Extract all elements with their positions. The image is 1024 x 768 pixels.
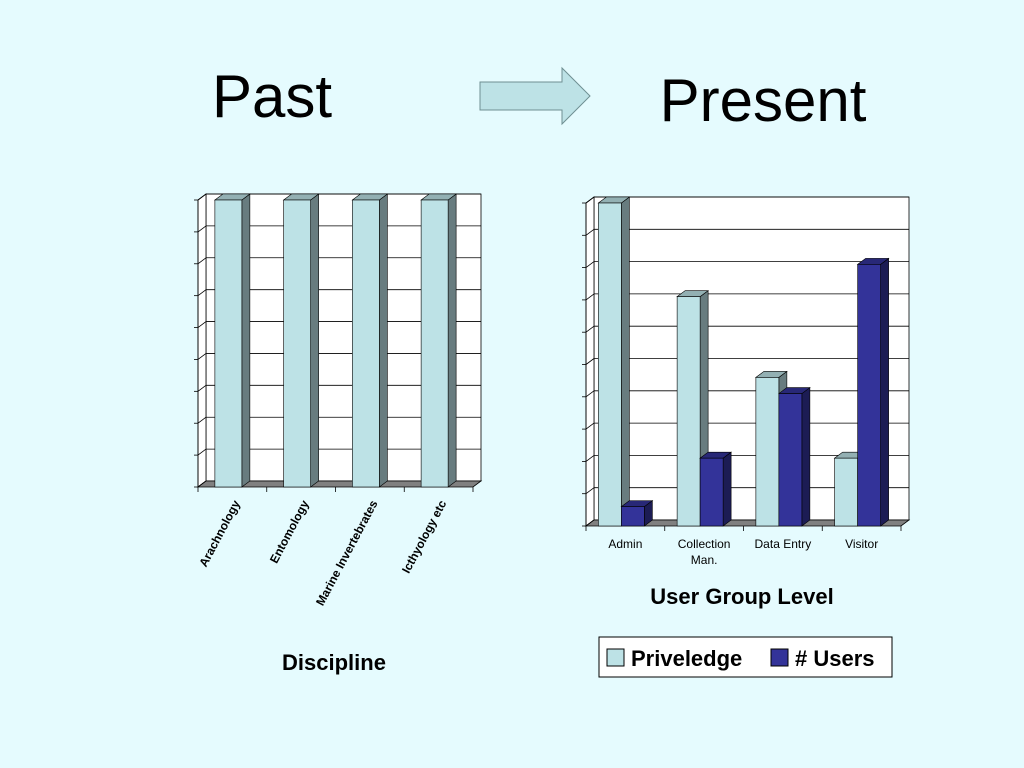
left-heading: Past bbox=[212, 63, 332, 130]
gridline-side bbox=[585, 325, 595, 333]
legend-swatch-priveledge bbox=[606, 648, 625, 667]
bar-s1 bbox=[420, 199, 449, 488]
present-x-axis-label: User Group Level bbox=[650, 584, 833, 609]
bar-s2-side bbox=[722, 451, 732, 527]
x-tick-label: Visitor bbox=[845, 537, 878, 551]
x-tick-label: Entomology bbox=[267, 498, 312, 566]
right-heading: Present bbox=[660, 67, 867, 134]
bar-s2-side bbox=[801, 386, 811, 527]
right-arrow-icon bbox=[479, 66, 591, 126]
bar-s1 bbox=[352, 199, 380, 488]
bar-s2 bbox=[621, 506, 645, 527]
present-user-group-chart: Admin Collection Man. Data Entry Visitor bbox=[582, 196, 911, 567]
bar-s2-side bbox=[880, 257, 889, 527]
x-tick-label: Data Entry bbox=[755, 537, 812, 551]
x-tick-label: Icthyology etc bbox=[399, 498, 449, 576]
gridline-side bbox=[197, 289, 207, 296]
gridline-side bbox=[585, 261, 595, 268]
past-discipline-chart: Arachnology Entomology Marine Invertebrate… bbox=[194, 193, 483, 609]
bar-s1-side bbox=[310, 193, 319, 488]
legend: Priveledge # Users bbox=[598, 636, 893, 678]
gridline-side bbox=[197, 257, 207, 265]
bar-s1-side bbox=[379, 193, 388, 488]
bar-s2 bbox=[857, 264, 881, 527]
gridline-side bbox=[197, 321, 207, 328]
chart-floor bbox=[196, 480, 483, 488]
bar-s1-side bbox=[621, 196, 630, 527]
x-tick-label: Collection Man. bbox=[678, 537, 731, 567]
x-tick-label: Admin bbox=[608, 537, 642, 551]
gridline-side bbox=[197, 353, 207, 360]
chart-side-wall bbox=[197, 193, 207, 488]
gridline-side bbox=[585, 228, 595, 236]
gridline-side bbox=[585, 390, 595, 398]
gridline-side bbox=[197, 225, 207, 233]
gridline-side bbox=[197, 385, 207, 392]
bar-s1 bbox=[598, 202, 622, 527]
bar-s1 bbox=[834, 457, 858, 527]
x-tick-label: Marine Invertebrates bbox=[313, 498, 381, 609]
gridline-side bbox=[585, 487, 595, 495]
bar-s2 bbox=[778, 393, 803, 527]
bar-s1-side bbox=[241, 193, 251, 488]
bar-s1-side bbox=[447, 193, 457, 488]
x-tick-label: Arachnology bbox=[196, 498, 243, 570]
legend-swatch-users bbox=[770, 648, 789, 667]
gridline-side bbox=[197, 416, 207, 424]
gridline-side bbox=[585, 293, 595, 301]
past-x-axis-label: Discipline bbox=[282, 650, 386, 675]
gridline-side bbox=[585, 358, 595, 365]
gridline-side bbox=[585, 422, 595, 430]
legend-box bbox=[598, 636, 893, 678]
bar-s1 bbox=[283, 199, 311, 488]
gridline-side bbox=[585, 196, 595, 204]
bar-s1 bbox=[676, 296, 701, 527]
bar-s1 bbox=[214, 199, 243, 488]
gridline-side bbox=[585, 455, 595, 462]
legend-label-priveledge: Priveledge bbox=[631, 646, 742, 671]
gridline-side bbox=[197, 448, 207, 456]
gridline-side bbox=[197, 193, 207, 201]
legend-label-users: # Users bbox=[795, 646, 875, 671]
bar-s2 bbox=[699, 457, 724, 527]
bar-s1 bbox=[755, 377, 780, 527]
